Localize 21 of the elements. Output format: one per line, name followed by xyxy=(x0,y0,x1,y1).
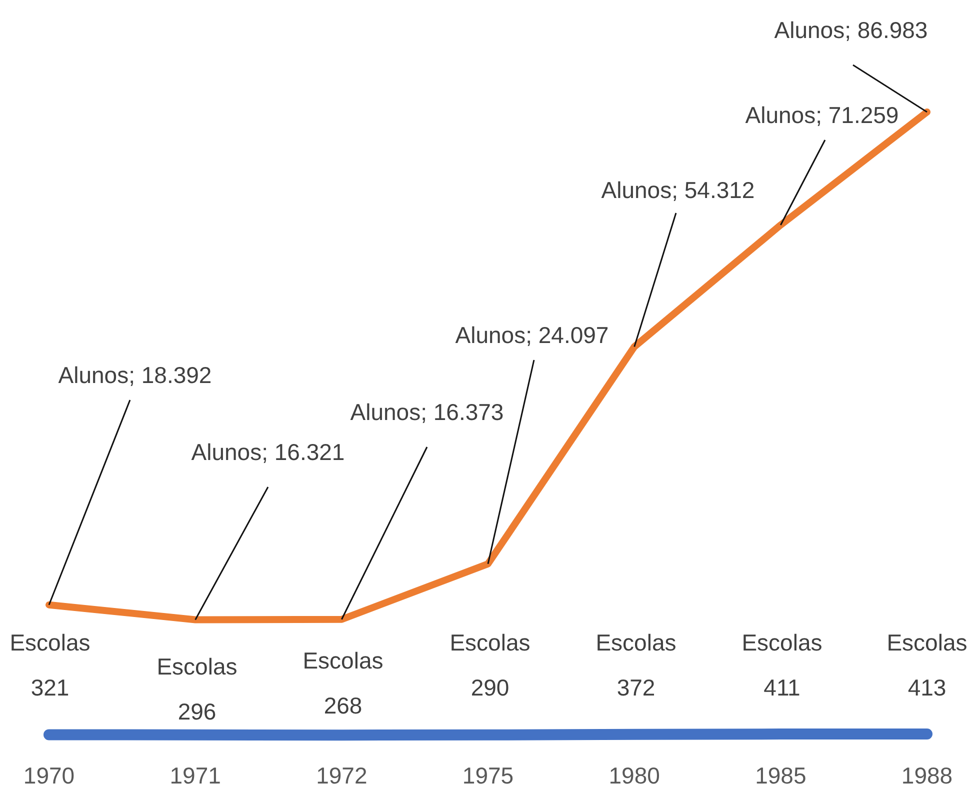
x-tick-label: 1980 xyxy=(608,762,660,789)
data-label: Alunos; 86.983 xyxy=(774,17,928,43)
data-label: Escolas 321 xyxy=(10,630,90,700)
data-label: Escolas 413 xyxy=(886,630,968,700)
data-label: Alunos; 18.392 xyxy=(58,362,212,388)
data-label: Alunos; 54.312 xyxy=(601,177,755,203)
data-label: Escolas 296 xyxy=(156,654,238,724)
x-tick-label: 1988 xyxy=(901,762,953,789)
data-label: Escolas 411 xyxy=(742,630,822,700)
data-label: Escolas 372 xyxy=(596,630,676,700)
data-label: Escolas 290 xyxy=(450,630,530,700)
data-label: Alunos; 16.321 xyxy=(191,439,345,465)
x-tick-label: 1985 xyxy=(755,762,806,789)
x-tick-label: 1972 xyxy=(316,762,368,789)
data-label: Escolas 268 xyxy=(302,648,384,718)
data-label: Alunos; 71.259 xyxy=(745,102,899,128)
data-label: Alunos; 16.373 xyxy=(350,399,504,425)
x-tick-label: 1975 xyxy=(462,762,514,789)
x-tick-label: 1971 xyxy=(170,762,221,789)
x-tick-label: 1970 xyxy=(23,762,75,789)
data-label: Alunos; 24.097 xyxy=(455,322,609,348)
